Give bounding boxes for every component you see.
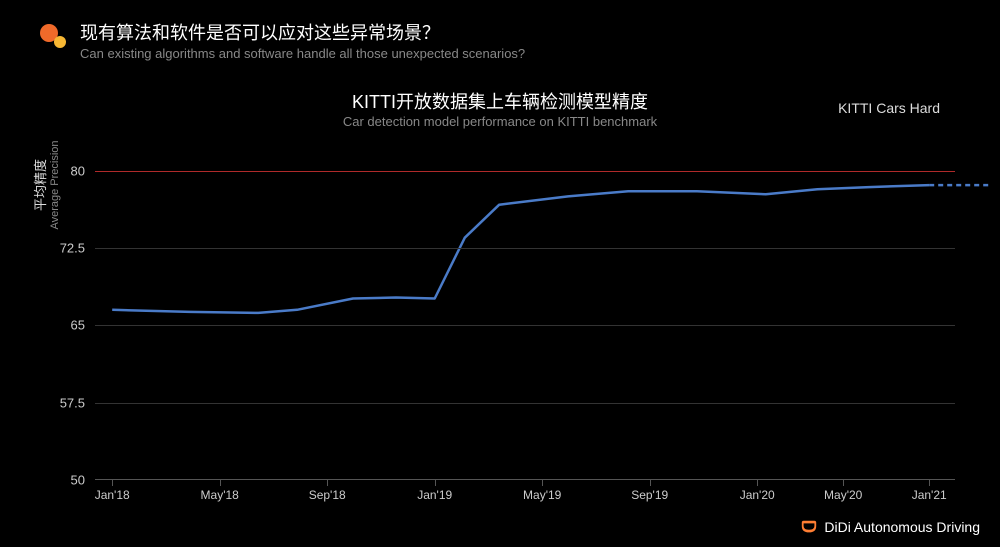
slide-header: 现有算法和软件是否可以应对这些异常场景？ Can existing algori… — [40, 22, 525, 64]
bullet-logo — [40, 24, 68, 52]
gridline — [95, 248, 955, 249]
chart-legend: KITTI Cars Hard — [838, 100, 940, 116]
chart-title-en: Car detection model performance on KITTI… — [0, 114, 1000, 129]
x-tick-label: Sep'19 — [631, 488, 668, 502]
x-tick-label: May'20 — [824, 488, 862, 502]
footer-brand: DiDi Autonomous Driving — [800, 519, 980, 535]
y-axis-label: 平均精度 Average Precision — [30, 110, 61, 260]
y-tick-label: 72.5 — [45, 240, 85, 255]
x-tick-mark — [435, 480, 436, 486]
x-tick-label: Jan'19 — [417, 488, 452, 502]
y-tick-label: 50 — [45, 473, 85, 488]
header-text: 现有算法和软件是否可以应对这些异常场景？ Can existing algori… — [80, 22, 525, 64]
x-tick-mark — [327, 480, 328, 486]
x-tick-mark — [757, 480, 758, 486]
y-tick-label: 57.5 — [45, 395, 85, 410]
gridline — [95, 325, 955, 326]
x-tick-mark — [542, 480, 543, 486]
line-series-svg — [95, 150, 955, 480]
x-tick-mark — [112, 480, 113, 486]
x-tick-label: Sep'18 — [309, 488, 346, 502]
x-tick-mark — [650, 480, 651, 486]
x-tick-label: May'18 — [201, 488, 239, 502]
x-tick-label: Jan'21 — [912, 488, 947, 502]
line-series — [112, 185, 929, 313]
x-tick-label: May'19 — [523, 488, 561, 502]
x-tick-mark — [843, 480, 844, 486]
x-tick-mark — [929, 480, 930, 486]
x-tick-mark — [220, 480, 221, 486]
y-axis-label-en: Average Precision — [49, 110, 61, 260]
y-tick-label: 80 — [45, 163, 85, 178]
x-tick-label: Jan'20 — [740, 488, 775, 502]
x-tick-label: Jan'18 — [95, 488, 130, 502]
gridline — [95, 403, 955, 404]
dot-yellow-icon — [54, 36, 66, 48]
footer-brand-text: DiDi Autonomous Driving — [824, 519, 980, 535]
y-axis-label-cn: 平均精度 — [30, 110, 49, 260]
chart-plot-area: 5057.56572.580Jan'18May'18Sep'18Jan'19Ma… — [95, 150, 955, 480]
header-title-cn: 现有算法和软件是否可以应对这些异常场景？ — [80, 22, 525, 45]
didi-logo-icon — [800, 520, 818, 534]
gridline — [95, 171, 955, 172]
header-title-en: Can existing algorithms and software han… — [80, 45, 525, 63]
y-tick-label: 65 — [45, 318, 85, 333]
